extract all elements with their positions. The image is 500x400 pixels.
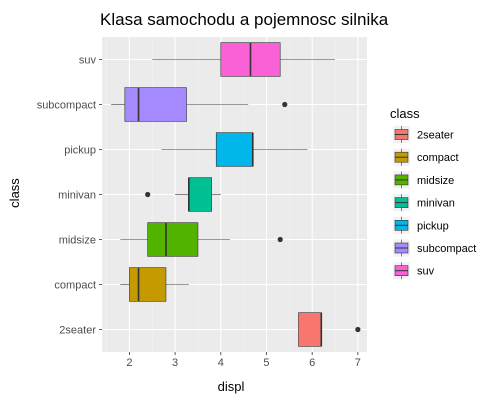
legend-label: midsize: [417, 175, 454, 187]
y-tick-label: 2seater: [59, 325, 96, 337]
legend-key-minivan: minivan: [393, 194, 455, 212]
y-axis-title: class: [7, 178, 22, 208]
outlier-point: [277, 236, 283, 243]
box-iqr: [188, 177, 212, 212]
x-axis-title: displ: [218, 379, 245, 394]
y-tick-label: pickup: [64, 145, 96, 157]
box-iqr: [129, 267, 167, 302]
x-axis-ticks: 2 3 4 5 6 7: [126, 352, 361, 369]
outlier-point: [145, 191, 151, 198]
box-iqr: [215, 132, 254, 167]
boxplot-2seater: [298, 312, 361, 347]
legend-key-compact: compact: [393, 148, 459, 166]
y-tick-label: subcompact: [37, 100, 96, 112]
chart-title: Klasa samochodu a pojemnosc silnika: [100, 10, 389, 29]
outlier-point: [282, 101, 288, 108]
y-tick-label: suv: [79, 55, 97, 67]
legend-label: suv: [417, 266, 435, 278]
x-tick-label: 3: [172, 357, 178, 369]
legend-title: class: [390, 106, 420, 121]
boxplot-minivan: [145, 177, 221, 212]
y-tick-label: midsize: [59, 235, 96, 247]
boxplot-midsize: [120, 222, 283, 257]
plot-panel: [102, 37, 367, 352]
boxplot-compact: [120, 267, 189, 302]
x-tick-label: 2: [126, 357, 132, 369]
box-iqr: [147, 222, 199, 257]
legend-key-2seater: 2seater: [393, 126, 454, 143]
x-tick-label: 7: [355, 357, 361, 369]
legend-label: pickup: [417, 220, 449, 232]
box-iqr: [124, 87, 187, 122]
legend-key-suv: suv: [393, 262, 435, 280]
boxplot-subcompact: [111, 87, 288, 122]
boxplot-pickup: [161, 132, 308, 167]
boxplots: [111, 42, 361, 347]
box-iqr: [298, 312, 322, 347]
legend: class 2seater compact midsize minivan pickup…: [390, 106, 476, 280]
legend-key-midsize: midsize: [393, 171, 454, 189]
outlier-point: [355, 326, 361, 333]
legend-label: 2seater: [417, 130, 454, 142]
y-axis-ticks: 2seater compact midsize minivan pickup subcom…: [37, 55, 102, 337]
legend-label: minivan: [417, 198, 455, 210]
x-tick-label: 5: [263, 357, 269, 369]
x-tick-label: 6: [309, 357, 315, 369]
legend-key-subcompact: subcompact: [393, 239, 476, 257]
y-tick-label: compact: [54, 280, 96, 292]
legend-label: compact: [417, 152, 459, 164]
x-tick-label: 4: [218, 357, 224, 369]
legend-label: subcompact: [417, 243, 476, 255]
y-tick-label: minivan: [58, 190, 96, 202]
boxplot-suv: [152, 42, 336, 77]
legend-key-pickup: pickup: [393, 216, 449, 234]
